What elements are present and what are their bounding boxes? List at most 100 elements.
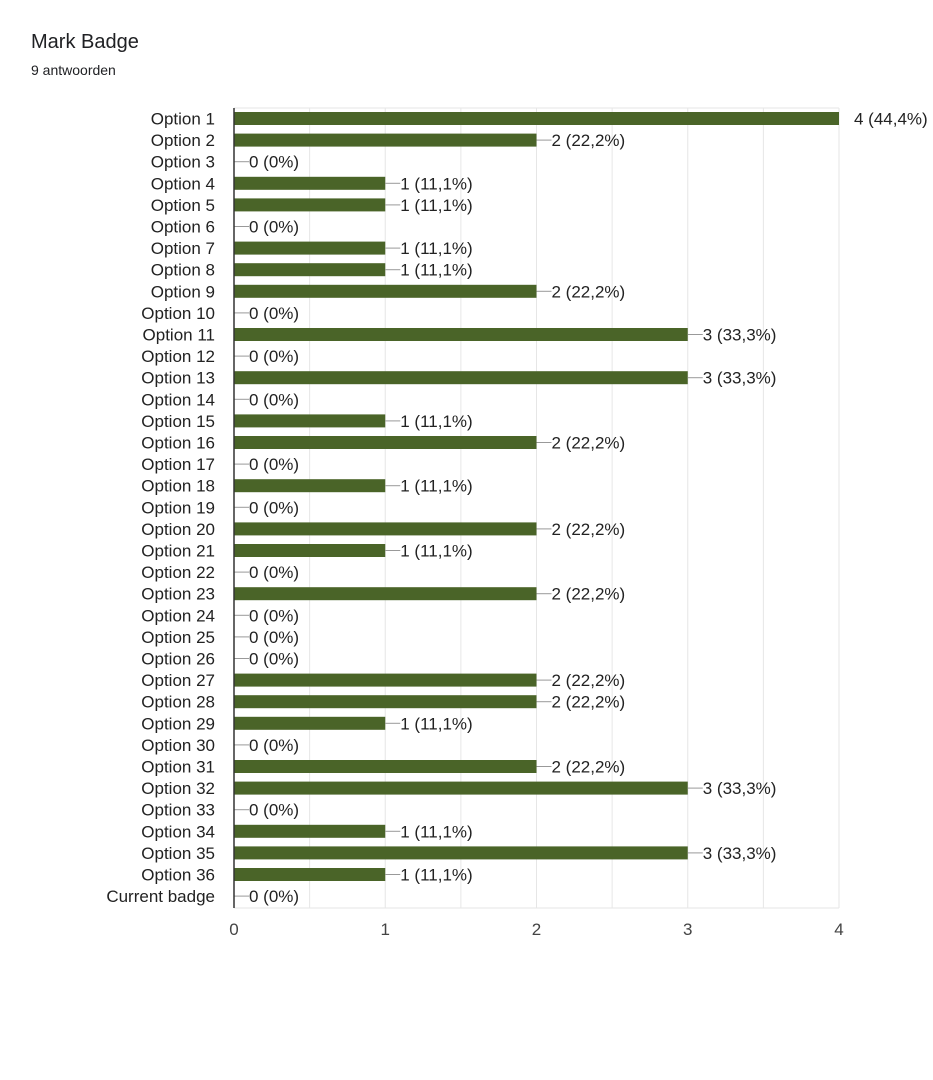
bar — [234, 846, 688, 860]
data-label: 1 (11,1%) — [400, 822, 472, 841]
category-label: Option 22 — [141, 563, 215, 582]
data-label: 1 (11,1%) — [400, 477, 472, 496]
data-label: 0 (0%) — [249, 606, 299, 625]
x-tick-label: 1 — [381, 920, 390, 939]
category-label: Option 28 — [141, 693, 215, 712]
category-label: Option 17 — [141, 455, 215, 474]
category-label: Option 34 — [141, 822, 215, 841]
category-label: Option 31 — [141, 758, 215, 777]
data-label: 3 (33,3%) — [703, 844, 777, 863]
bar — [234, 112, 839, 125]
bar — [234, 414, 386, 428]
x-tick-label: 4 — [834, 920, 843, 939]
response-count: 9 antwoorden — [31, 62, 116, 78]
category-label: Option 30 — [141, 736, 215, 755]
category-label: Option 1 — [151, 110, 215, 129]
data-label: 0 (0%) — [249, 153, 299, 172]
x-tick-label: 2 — [532, 920, 541, 939]
category-label: Option 14 — [141, 390, 215, 409]
bar — [234, 760, 537, 773]
category-label: Option 36 — [141, 866, 215, 885]
bar — [234, 284, 537, 298]
category-label: Option 4 — [151, 174, 215, 193]
data-label: 0 (0%) — [249, 736, 299, 755]
category-label: Option 18 — [141, 477, 215, 496]
data-label: 3 (33,3%) — [703, 326, 777, 345]
data-label: 0 (0%) — [249, 628, 299, 647]
category-label: Option 6 — [151, 218, 215, 237]
category-label: Option 10 — [141, 304, 215, 323]
data-label: 3 (33,3%) — [703, 779, 777, 798]
category-label: Option 9 — [151, 282, 215, 301]
category-label: Option 19 — [141, 498, 215, 517]
category-label: Option 23 — [141, 585, 215, 604]
category-label: Option 26 — [141, 650, 215, 669]
bar — [234, 695, 537, 709]
data-label: 1 (11,1%) — [400, 174, 472, 193]
bar — [234, 587, 537, 601]
category-label: Option 20 — [141, 520, 215, 539]
category-label: Option 25 — [141, 628, 215, 647]
bar — [234, 781, 688, 795]
bar — [234, 176, 386, 190]
data-label: 1 (11,1%) — [400, 714, 472, 733]
data-label: 0 (0%) — [249, 887, 299, 906]
bar — [234, 824, 386, 838]
category-label: Option 2 — [151, 131, 215, 150]
data-label: 0 (0%) — [249, 347, 299, 366]
category-label: Option 3 — [151, 153, 215, 172]
category-label: Option 24 — [141, 606, 215, 625]
chart-title: Mark Badge — [31, 31, 139, 53]
bar — [234, 436, 537, 449]
category-label: Option 16 — [141, 434, 215, 453]
data-label: 1 (11,1%) — [400, 866, 472, 885]
data-label: 0 (0%) — [249, 455, 299, 474]
bar — [234, 371, 688, 385]
data-label: 1 (11,1%) — [400, 542, 472, 561]
category-label: Option 35 — [141, 844, 215, 863]
data-label: 2 (22,2%) — [552, 585, 626, 604]
category-label: Option 15 — [141, 412, 215, 431]
category-label: Option 29 — [141, 714, 215, 733]
category-label: Option 27 — [141, 671, 215, 690]
category-label: Option 7 — [151, 239, 215, 258]
data-label: 2 (22,2%) — [552, 758, 626, 777]
data-label: 1 (11,1%) — [400, 412, 472, 431]
category-label: Option 21 — [141, 542, 215, 561]
data-label: 2 (22,2%) — [552, 131, 626, 150]
data-label: 0 (0%) — [249, 218, 299, 237]
category-label: Current badge — [106, 887, 215, 906]
category-label: Option 13 — [141, 369, 215, 388]
bar — [234, 133, 537, 147]
bar — [234, 198, 386, 212]
category-label: Option 8 — [151, 261, 215, 280]
bar — [234, 673, 537, 687]
x-tick-label: 0 — [229, 920, 238, 939]
bar — [234, 328, 688, 341]
data-label: 4 (44,4%) — [854, 110, 928, 129]
data-label: 2 (22,2%) — [552, 671, 626, 690]
bar — [234, 716, 386, 730]
data-label: 2 (22,2%) — [552, 693, 626, 712]
data-label: 1 (11,1%) — [400, 261, 472, 280]
data-label: 0 (0%) — [249, 498, 299, 517]
data-label: 0 (0%) — [249, 304, 299, 323]
bar — [234, 868, 386, 881]
bar — [234, 522, 537, 536]
category-label: Option 11 — [143, 326, 215, 345]
bar — [234, 263, 386, 277]
category-label: Option 5 — [151, 196, 215, 215]
data-label: 0 (0%) — [249, 801, 299, 820]
x-tick-label: 3 — [683, 920, 692, 939]
data-label: 2 (22,2%) — [552, 434, 626, 453]
category-label: Option 12 — [141, 347, 215, 366]
category-label: Option 32 — [141, 779, 215, 798]
bar — [234, 479, 386, 493]
data-label: 1 (11,1%) — [400, 196, 472, 215]
data-label: 1 (11,1%) — [400, 239, 472, 258]
data-label: 2 (22,2%) — [552, 282, 626, 301]
data-label: 0 (0%) — [249, 650, 299, 669]
data-label: 3 (33,3%) — [703, 369, 777, 388]
category-label: Option 33 — [141, 801, 215, 820]
